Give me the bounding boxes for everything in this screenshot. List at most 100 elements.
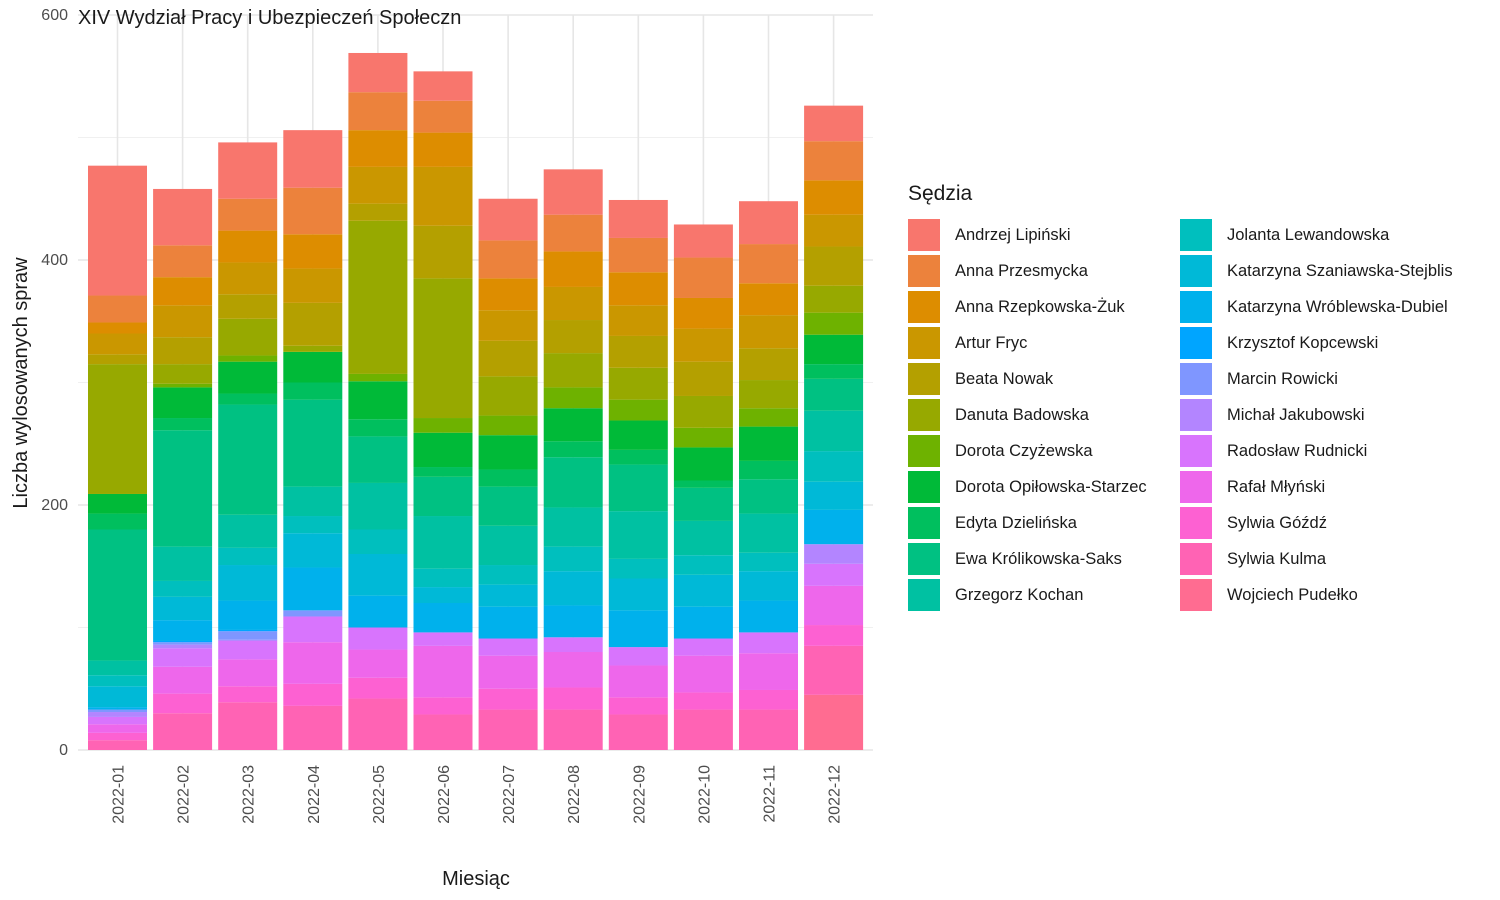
bar-segment	[283, 683, 343, 706]
bar-segment	[543, 214, 603, 252]
legend-item: Beata Nowak	[908, 361, 1180, 397]
bar-segment	[88, 493, 147, 514]
bar-segment	[413, 278, 473, 419]
bar-segment	[478, 688, 538, 710]
bar-segment	[478, 606, 538, 639]
bar-segment	[88, 712, 147, 717]
bar-segment	[88, 295, 147, 323]
legend-label: Michał Jakubowski	[1227, 405, 1365, 424]
legend-swatch	[908, 543, 940, 575]
bar-segment	[478, 584, 538, 607]
bar-segment	[218, 514, 278, 548]
bar-segment	[673, 427, 733, 448]
bar-segment	[283, 486, 343, 517]
bar-segment	[413, 132, 473, 167]
legend-item: Wojciech Pudełko	[1180, 577, 1453, 613]
bar-segment	[88, 675, 147, 687]
legend-swatch	[908, 471, 940, 503]
legend-swatch	[908, 579, 940, 611]
legend-swatch	[908, 363, 940, 395]
bar-segment	[153, 277, 213, 306]
bar-segment	[348, 381, 408, 420]
bar-segment	[348, 698, 408, 750]
legend-label: Edyta Dzielińska	[955, 513, 1077, 532]
x-tick-label: 2022-09	[631, 765, 648, 824]
bar-segment	[673, 224, 733, 258]
legend-swatch	[1180, 399, 1212, 431]
bar-segment	[88, 364, 147, 494]
bar-segment	[283, 351, 343, 383]
bar-segment	[673, 606, 733, 639]
chart-title: XIV Wydział Pracy i Ubezpieczeń Społeczn	[78, 7, 462, 29]
bar-segment	[673, 297, 733, 329]
legend-item: Andrzej Lipiński	[908, 217, 1180, 253]
bar-segment	[348, 166, 408, 204]
legend-swatch	[908, 327, 940, 359]
legend-label: Grzegorz Kochan	[955, 585, 1084, 604]
legend-label: Wojciech Pudełko	[1227, 585, 1358, 604]
bar-segment	[413, 645, 473, 698]
bar-segment	[218, 198, 278, 231]
legend-swatch	[1180, 507, 1212, 539]
x-tick-label: 2022-05	[371, 765, 388, 824]
bar-segment	[218, 318, 278, 356]
bar-segment	[413, 603, 473, 633]
bar-segment	[739, 315, 798, 349]
bar-segment	[413, 476, 473, 517]
bar-segment	[543, 320, 603, 354]
bar-segment	[739, 460, 798, 480]
bar-segment	[608, 449, 668, 465]
bar-segment	[348, 595, 408, 628]
bar-segment	[413, 166, 473, 226]
x-tick-label: 2022-02	[176, 765, 193, 824]
bar-segment	[804, 141, 864, 181]
bar-segment	[88, 513, 147, 530]
legend-swatch	[1180, 543, 1212, 575]
bar-segment	[88, 707, 147, 710]
bar-segment	[804, 180, 864, 215]
bar-segment	[608, 511, 668, 559]
legend-label: Marcin Rowicki	[1227, 369, 1338, 388]
bar-segment	[153, 580, 213, 597]
legend-item: Katarzyna Wróblewska-Dubiel	[1180, 289, 1453, 325]
bar-segment	[673, 574, 733, 607]
bar-segment	[218, 361, 278, 394]
bar-segment	[283, 642, 343, 684]
bar-segment	[348, 436, 408, 483]
bar-segment	[478, 310, 538, 341]
bar-segment	[608, 199, 668, 238]
bar-segment	[478, 240, 538, 279]
bar-segment	[543, 687, 603, 710]
bar-segment	[153, 418, 213, 431]
bar-segment	[739, 632, 798, 654]
x-tick-label: 2022-04	[306, 765, 323, 824]
legend-title: Sędzia	[908, 182, 973, 205]
legend-swatch	[908, 219, 940, 251]
bar-segment	[88, 660, 147, 676]
bar-segment	[348, 203, 408, 221]
bar-segment	[739, 653, 798, 690]
bar-segment	[478, 638, 538, 656]
bar-segment	[804, 312, 864, 335]
bar-segment	[673, 447, 733, 481]
legend-label: Rafał Młyński	[1227, 477, 1326, 496]
legend-item: Michał Jakubowski	[1180, 397, 1453, 433]
bar-segment	[348, 52, 408, 93]
x-axis-label: Miesiąc	[442, 868, 510, 890]
bar-segment	[478, 525, 538, 566]
bar-segment	[153, 364, 213, 384]
bar-segment	[218, 404, 278, 515]
legend-label: Beata Nowak	[955, 369, 1054, 388]
bar-segment	[218, 631, 278, 640]
bar-segment	[88, 716, 147, 725]
bar-segment	[218, 639, 278, 641]
bar-segment	[153, 596, 213, 621]
bar-segment	[348, 92, 408, 131]
bar-segment	[478, 709, 538, 750]
bar-segment	[673, 328, 733, 362]
bar-segment	[804, 334, 864, 365]
legend-label: Dorota Opiłowska-Starzec	[955, 477, 1147, 496]
bar-segment	[543, 571, 603, 606]
bar-segment	[608, 272, 668, 306]
